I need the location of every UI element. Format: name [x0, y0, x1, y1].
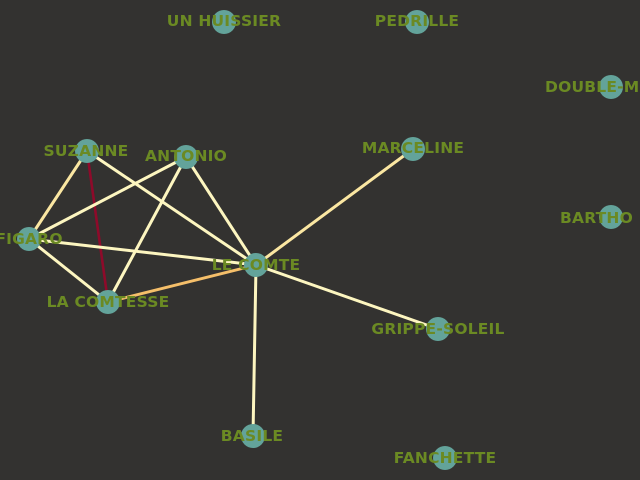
node-comtesse[interactable] [96, 290, 120, 314]
edges-layer [27, 147, 440, 438]
edge-marceline-comte [254, 147, 415, 267]
node-label-bartho: BARTHO [560, 209, 633, 227]
edge-suzanne-comtesse [85, 149, 110, 304]
node-label-comtesse: LA COMTESSE [47, 293, 170, 311]
edge-antonio-comtesse [106, 155, 188, 304]
node-antonio[interactable] [174, 145, 198, 169]
node-marceline[interactable] [401, 137, 425, 161]
node-label-suzanne: SUZANNE [44, 142, 129, 160]
node-label-marceline: MARCELINE [362, 139, 464, 157]
node-label-huissier: UN HUISSIER [167, 12, 281, 30]
edge-figaro-comtesse [27, 237, 110, 304]
node-pedrille[interactable] [405, 10, 429, 34]
node-suzanne[interactable] [75, 139, 99, 163]
edge-comte-grippe [254, 263, 440, 331]
edge-figaro-comte [27, 237, 258, 267]
node-label-comte: LE COMTE [212, 256, 301, 274]
node-fanchette[interactable] [433, 446, 457, 470]
node-basile[interactable] [241, 424, 265, 448]
node-comte[interactable] [244, 253, 268, 277]
edge-suzanne-comte [85, 149, 258, 267]
node-label-grippe: GRIPPE-SOLEIL [371, 320, 504, 338]
edge-antonio-figaro [27, 155, 188, 241]
node-label-basile: BASILE [221, 427, 283, 445]
node-label-double: DOUBLE-M [545, 78, 639, 96]
edge-comtesse-comte [106, 263, 258, 304]
node-label-fanchette: FANCHETTE [394, 449, 497, 467]
node-figaro[interactable] [17, 227, 41, 251]
edge-antonio-comte [184, 155, 258, 267]
edge-comte-basile [251, 263, 258, 438]
nodes-layer [17, 10, 623, 470]
node-double[interactable] [599, 75, 623, 99]
node-label-pedrille: PEDRILLE [375, 12, 459, 30]
node-bartho[interactable] [599, 205, 623, 229]
node-label-figaro: FIGARO [0, 230, 63, 248]
edge-suzanne-figaro [27, 149, 89, 241]
node-grippe[interactable] [426, 317, 450, 341]
node-huissier[interactable] [212, 10, 236, 34]
labels-layer: UN HUISSIER PEDRILLE DOUBLE-M SUZANNE ANTONI… [0, 12, 639, 467]
node-label-antonio: ANTONIO [145, 147, 227, 165]
